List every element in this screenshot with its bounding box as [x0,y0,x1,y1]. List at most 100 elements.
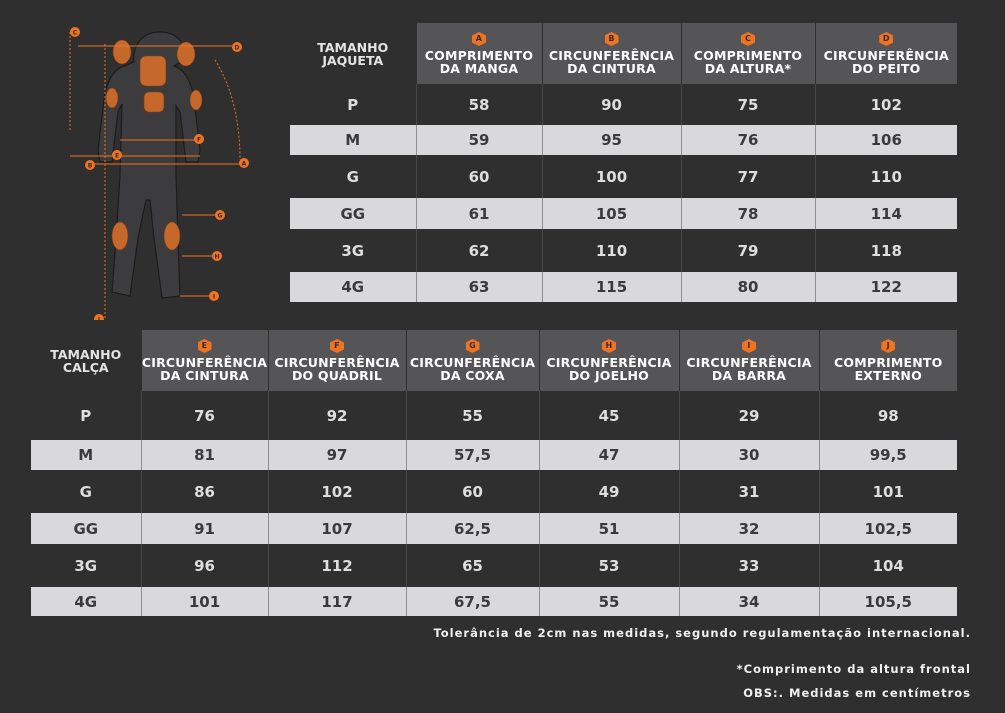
value-cell: 79 [680,229,815,272]
value-cell: 47 [538,440,679,470]
value-cell: 57,5 [405,440,539,470]
marker-j: J [94,314,104,320]
value-cell: 100 [541,155,681,198]
size-cell: GG [290,198,416,229]
marker-a: A [239,158,249,168]
value-cell: 55 [538,587,679,616]
table-row: 3G 96 112 65 53 33 104 [31,544,957,587]
value-cell: 55 [405,391,539,440]
value-cell: 60 [415,155,542,198]
value-cell: 78 [680,198,815,229]
value-cell: 32 [678,513,819,544]
measure-lines [70,45,244,297]
svg-text:J: J [97,317,100,321]
suit-diagram: C D F E B A G H I J [69,27,249,320]
table-row: 4G 63 115 80 122 [290,272,957,302]
value-cell: 97 [267,440,406,470]
pants-size-table: TAMANHO CALÇA E CIRCUNFERÊNCIA DA CINTURA… [31,330,957,616]
svg-text:E: E [115,153,119,160]
table-row: 4G 101 117 67,5 55 34 105,5 [31,587,957,616]
marker-b: B [85,160,95,170]
table-row: M 59 95 76 106 [290,125,957,155]
value-cell: 92 [267,391,406,440]
svg-text:C: C [73,30,78,37]
height-note: *Comprimento da altura frontal [736,662,971,676]
pants-col-h: H CIRCUNFERÊNCIA DO JOELHO [538,330,679,391]
badge-h: H [602,339,616,353]
value-cell: 63 [415,272,542,302]
pants-col-e: E CIRCUNFERÊNCIA DA CINTURA [140,330,268,391]
table-row: P 58 90 75 102 [290,84,957,125]
jacket-col-c: C COMPRIMENTO DA ALTURA* [680,23,815,84]
size-cell: M [31,440,141,470]
svg-text:A: A [242,161,247,168]
value-cell: 60 [405,470,539,513]
value-cell: 114 [814,198,957,229]
table-row: 3G 62 110 79 118 [290,229,957,272]
units-note: OBS:. Medidas em centímetros [743,686,971,700]
table-row: GG 91 107 62,5 51 32 102,5 [31,513,957,544]
marker-f: F [194,134,204,144]
value-cell: 75 [680,84,815,125]
value-cell: 58 [415,84,542,125]
svg-text:F: F [197,137,201,144]
value-cell: 29 [678,391,819,440]
pants-col-f: F CIRCUNFERÊNCIA DO QUADRIL [267,330,406,391]
value-cell: 77 [680,155,815,198]
value-cell: 76 [680,125,815,155]
pants-col-g: G CIRCUNFERÊNCIA DA COXA [405,330,539,391]
value-cell: 104 [818,544,957,587]
table-row: G 86 102 60 49 31 101 [31,470,957,513]
table-row: GG 61 105 78 114 [290,198,957,229]
value-cell: 76 [140,391,268,440]
value-cell: 30 [678,440,819,470]
value-cell: 62,5 [405,513,539,544]
value-cell: 61 [415,198,542,229]
size-cell: GG [31,513,141,544]
badge-d: D [879,32,894,46]
svg-text:B: B [88,163,93,170]
value-cell: 67,5 [405,587,539,616]
value-cell: 91 [140,513,268,544]
value-cell: 31 [678,470,819,513]
pants-col-j: J COMPRIMENTO EXTERNO [818,330,957,391]
svg-text:G: G [218,213,223,220]
badge-g: G [465,339,480,353]
badge-i: I [742,339,756,353]
marker-h: H [212,251,222,261]
size-cell: 3G [290,229,416,272]
value-cell: 102 [814,84,957,125]
value-cell: 98 [818,391,957,440]
size-cell: 3G [31,544,141,587]
measure-guides [69,32,241,320]
marker-d: D [232,42,242,52]
size-cell: G [290,155,416,198]
value-cell: 117 [267,587,406,616]
size-cell: G [31,470,141,513]
table-row: G 60 100 77 110 [290,155,957,198]
suit-armor-pads [105,39,203,251]
value-cell: 99,5 [818,440,957,470]
svg-text:D: D [235,45,240,52]
pants-col-i: I CIRCUNFERÊNCIA DA BARRA [678,330,819,391]
value-cell: 45 [538,391,679,440]
table-row: M 81 97 57,5 47 30 99,5 [31,440,957,470]
value-cell: 110 [541,229,681,272]
marker-g: G [215,210,225,220]
value-cell: 110 [814,155,957,198]
jacket-col-b: B CIRCUNFERÊNCIA DA CINTURA [541,23,681,84]
value-cell: 53 [538,544,679,587]
value-cell: 34 [678,587,819,616]
badge-c: C [741,32,755,46]
value-cell: 80 [680,272,815,302]
badge-a: A [472,32,486,46]
jacket-size-label: TAMANHO JAQUETA [317,39,389,68]
marker-e: E [112,150,122,160]
badge-b: B [604,32,619,46]
badge-e: E [197,339,212,353]
svg-text:H: H [214,254,219,261]
value-cell: 81 [140,440,268,470]
value-cell: 105 [541,198,681,229]
value-cell: 90 [541,84,681,125]
